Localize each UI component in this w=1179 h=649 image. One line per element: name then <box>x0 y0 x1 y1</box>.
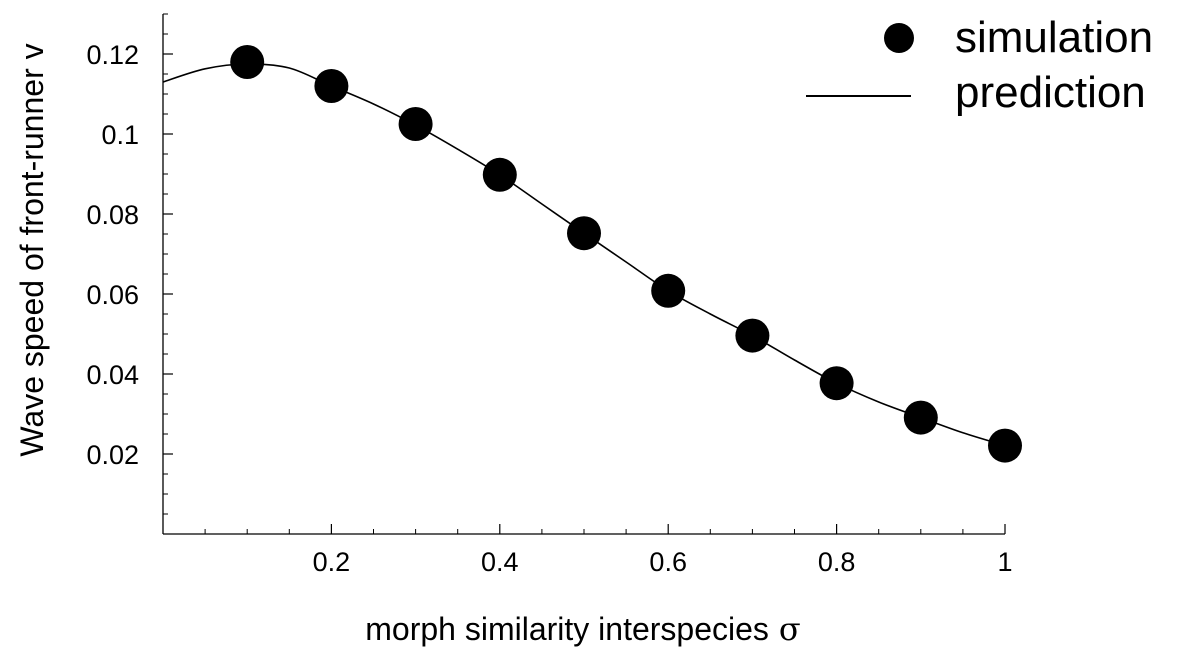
simulation-points <box>230 45 1022 463</box>
y-tick-label: 0.08 <box>86 200 139 230</box>
x-tick-label: 0.8 <box>818 547 856 577</box>
x-tick-label: 0.6 <box>649 547 687 577</box>
legend-simulation-label: simulation <box>955 13 1153 62</box>
x-tick-label: 1 <box>997 547 1012 577</box>
y-tick-label: 0.02 <box>86 440 139 470</box>
x-axis-title-symbol: σ <box>779 610 801 648</box>
y-axis-ticks: 0.02 0.04 0.06 0.08 0.1 0.12 <box>86 13 173 515</box>
y-axis-title: Wave speed of front-runner v <box>14 43 50 456</box>
legend: simulation prediction <box>806 13 1153 117</box>
simulation-point <box>482 157 517 192</box>
y-tick-label: 0.12 <box>86 40 139 70</box>
simulation-point <box>314 69 349 103</box>
simulation-point <box>735 318 770 353</box>
x-axis-title: morph similarity interspecies σ <box>365 610 801 648</box>
y-tick-label: 0.1 <box>101 120 139 150</box>
x-tick-label: 0.2 <box>313 547 351 577</box>
axes: 0.2 0.4 0.6 0.8 1 0.02 0.04 0.06 0.08 0.1 0.12 <box>86 13 1013 577</box>
y-tick-label: 0.04 <box>86 360 139 390</box>
simulation-point <box>988 428 1022 463</box>
prediction-line <box>162 63 1006 447</box>
legend-simulation-marker <box>884 23 914 53</box>
simulation-point <box>819 366 854 401</box>
simulation-point <box>398 107 433 141</box>
y-tick-label: 0.06 <box>86 280 139 310</box>
x-tick-label: 0.4 <box>481 547 519 577</box>
simulation-point <box>567 216 601 251</box>
x-axis-title-text: morph similarity interspecies <box>365 611 769 647</box>
legend-prediction-label: prediction <box>955 68 1146 117</box>
simulation-point <box>651 273 686 308</box>
simulation-point <box>230 45 265 79</box>
x-axis-ticks: 0.2 0.4 0.6 0.8 1 <box>204 524 1013 577</box>
simulation-point <box>903 400 938 435</box>
